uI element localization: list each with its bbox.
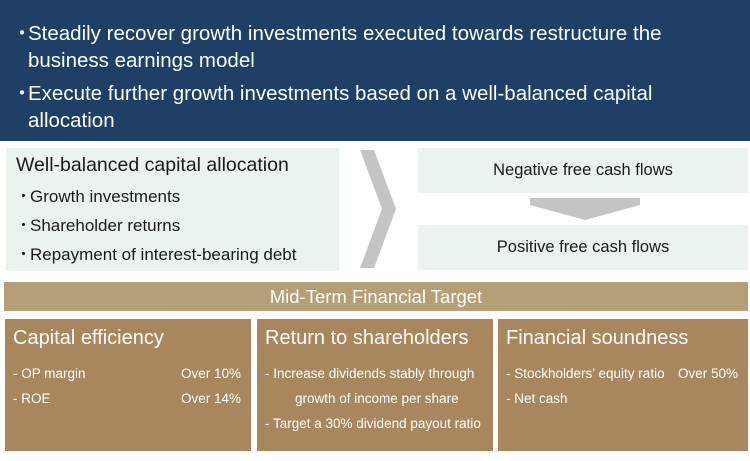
capital-allocation-box: Well-balanced capital allocation ・ Growt…: [6, 148, 339, 271]
policy-line: - Target a 30% dividend payout ratio: [265, 411, 487, 436]
metric-row: - ROE Over 14%: [13, 386, 245, 411]
positive-cash-flow-box: Positive free cash flows: [418, 225, 748, 270]
bullet-dot: ・: [16, 217, 32, 234]
allocation-item-label: Shareholder returns: [30, 216, 181, 235]
policy-text: - Target a 30% dividend payout ratio: [265, 416, 481, 431]
policy-line: - Increase dividends stably through: [265, 361, 487, 386]
metric-value: [738, 386, 742, 411]
metric-label: - ROE: [13, 391, 51, 406]
metric-value: Over 10%: [180, 366, 241, 381]
policy-text: - Increase dividends stably through: [265, 366, 475, 381]
allocation-item-label: Repayment of interest-bearing debt: [30, 245, 297, 264]
allocation-item: ・ Repayment of interest-bearing debt: [16, 240, 339, 269]
target-header-label: Mid-Term Financial Target: [269, 285, 483, 307]
financial-soundness-column: Financial soundness - Stockholders’ equi…: [498, 319, 748, 451]
banner-bullet-1: ・ Steadily recover growth investments ex…: [12, 18, 740, 74]
negative-cash-flow-box: Negative free cash flows: [418, 148, 748, 193]
top-banner: ・ Steadily recover growth investments ex…: [0, 0, 750, 141]
metric-row: - Stockholders’ equity ratio Over 50%: [506, 361, 742, 386]
banner-line-2: Execute further growth investments based…: [28, 82, 653, 132]
down-arrow-icon: [530, 198, 640, 220]
policy-line: growth of income per share: [265, 386, 487, 411]
banner-bullet-2: ・ Execute further growth investments bas…: [12, 78, 740, 134]
return-to-shareholders-column: Return to shareholders - Increase divide…: [257, 319, 493, 451]
metric-row: - Net cash: [506, 386, 742, 411]
allocation-item: ・ Shareholder returns: [16, 211, 339, 240]
capital-allocation-title: Well-balanced capital allocation: [16, 154, 289, 176]
negative-cash-flow-label: Negative free cash flows: [493, 161, 673, 179]
metric-row: - OP margin Over 10%: [13, 361, 245, 386]
chevron-right-icon: [360, 150, 396, 268]
target-header: Mid-Term Financial Target: [4, 282, 748, 311]
positive-cash-flow-label: Positive free cash flows: [496, 238, 670, 256]
bullet-dot: ・: [12, 83, 32, 105]
metric-label: - OP margin: [13, 366, 86, 381]
column-title: Capital efficiency: [13, 327, 164, 349]
bullet-dot: ・: [12, 23, 32, 45]
banner-line-1: Steadily recover growth investments exec…: [28, 22, 662, 72]
bullet-dot: ・: [16, 188, 32, 205]
column-title: Financial soundness: [506, 327, 689, 349]
allocation-item: ・ Growth investments: [16, 182, 339, 211]
policy-text: growth of income per share: [295, 391, 459, 406]
allocation-item-label: Growth investments: [30, 187, 181, 206]
metric-value: Over 50%: [677, 366, 738, 381]
capital-efficiency-column: Capital efficiency - OP margin Over 10% …: [5, 319, 251, 451]
metric-label: - Stockholders’ equity ratio: [506, 366, 665, 381]
metric-value: Over 14%: [180, 391, 241, 406]
metric-label: - Net cash: [506, 391, 568, 406]
column-title: Return to shareholders: [265, 327, 469, 349]
bullet-dot: ・: [16, 246, 32, 263]
